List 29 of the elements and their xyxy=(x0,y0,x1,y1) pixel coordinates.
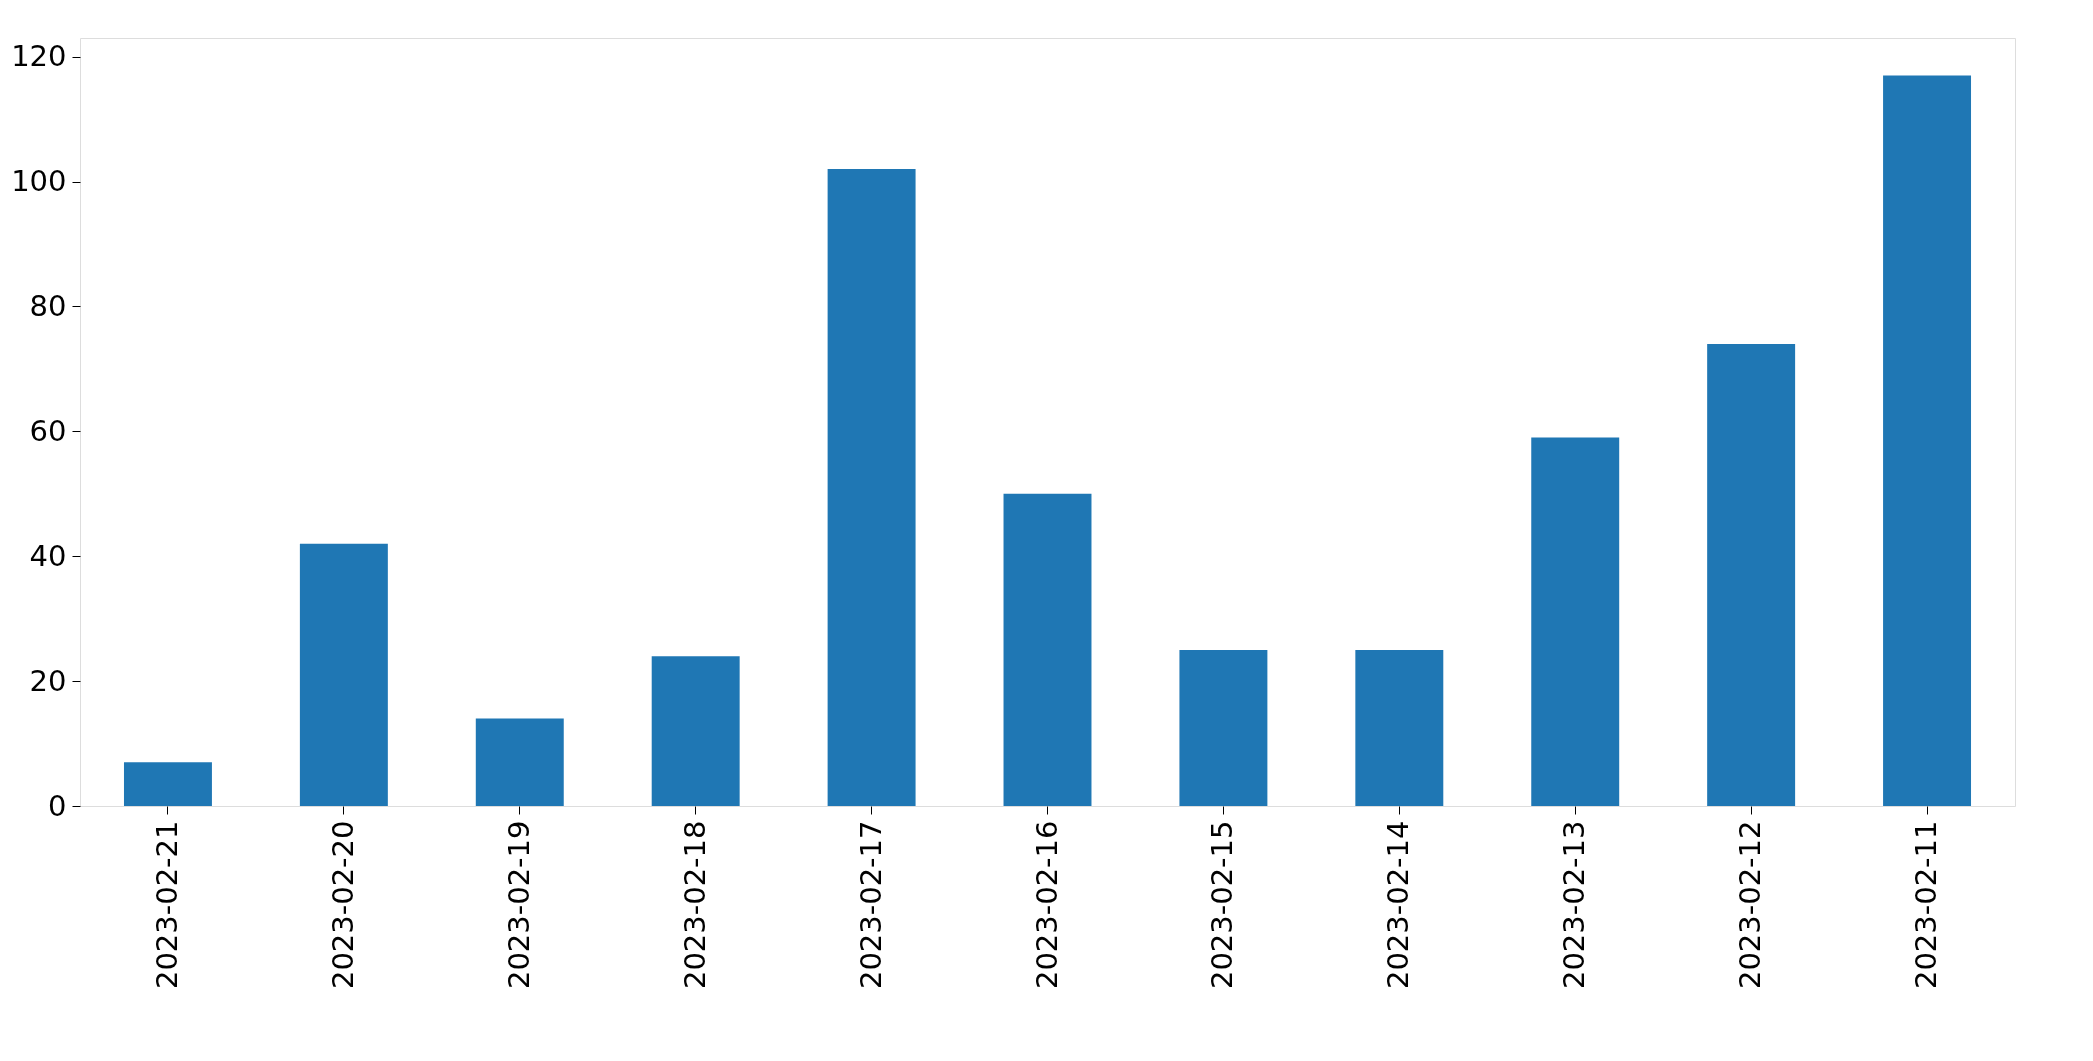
x-tick-label: 2023-02-15 xyxy=(1205,820,1240,990)
x-tick-label: 2023-02-13 xyxy=(1557,820,1592,990)
y-tick-label: 60 xyxy=(29,413,67,448)
bar xyxy=(299,543,388,806)
y-tick-label: 80 xyxy=(29,288,67,323)
x-tick-label: 2023-02-16 xyxy=(1029,820,1064,990)
bar xyxy=(123,762,212,806)
y-tick-label: 120 xyxy=(11,39,67,74)
x-tick-label: 2023-02-20 xyxy=(325,820,360,990)
x-tick-label: 2023-02-18 xyxy=(677,820,712,990)
x-tick-label: 2023-02-12 xyxy=(1733,820,1768,990)
bar xyxy=(1531,437,1620,806)
y-tick-label: 0 xyxy=(48,788,67,823)
bar xyxy=(1179,649,1268,806)
y-tick-label: 20 xyxy=(29,663,67,698)
x-tick-label: 2023-02-21 xyxy=(149,820,184,990)
x-tick-label: 2023-02-11 xyxy=(1909,820,1944,990)
bar xyxy=(651,656,740,806)
bar xyxy=(1707,343,1796,806)
x-tick-label: 2023-02-17 xyxy=(853,820,888,990)
y-tick-label: 40 xyxy=(29,538,67,573)
bar xyxy=(1355,649,1444,806)
bar xyxy=(1003,493,1092,806)
bar xyxy=(1883,75,1972,806)
x-tick-label: 2023-02-14 xyxy=(1381,820,1416,990)
bar xyxy=(827,169,916,806)
bar xyxy=(475,718,564,806)
y-tick-label: 100 xyxy=(11,164,67,199)
x-tick-label: 2023-02-19 xyxy=(501,820,536,990)
